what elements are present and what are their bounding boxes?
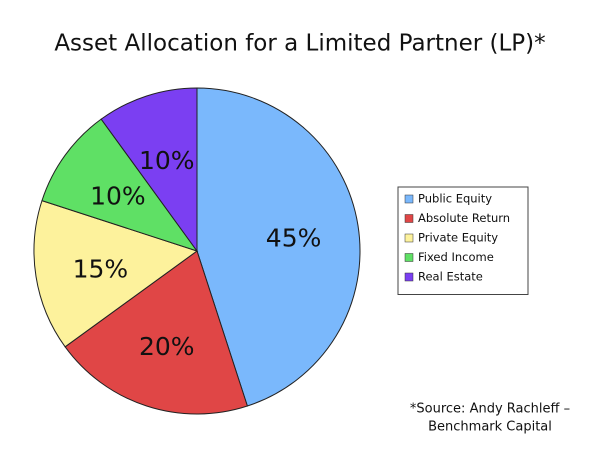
data-label: 20% [139,332,195,361]
pie-slice [33,199,199,348]
legend-label: Fixed Income [418,250,494,264]
legend-label: Public Equity [418,192,492,206]
data-label: 45% [266,224,322,253]
legend-swatch [404,233,414,243]
legend-swatch [404,272,414,282]
pie-slice [196,87,361,407]
chart-title: Asset Allocation for a Limited Partner (… [54,31,545,57]
legend-label: Absolute Return [418,211,510,225]
legend-label: Real Estate [418,270,483,284]
source-note: *Source: Andy Rachleff – [410,402,570,417]
pie-slice [64,250,249,415]
legend-box [397,186,529,295]
source-note: Benchmark Capital [428,420,552,435]
legend-swatch [404,253,414,262]
legend-label: Private Equity [418,231,498,245]
legend-swatch [404,194,414,204]
pie-slice [100,87,198,253]
data-label: 10% [139,146,195,175]
legend-swatch [404,214,414,223]
data-label: 10% [90,182,146,211]
data-label: 15% [73,254,129,283]
pie-slice [41,118,199,252]
